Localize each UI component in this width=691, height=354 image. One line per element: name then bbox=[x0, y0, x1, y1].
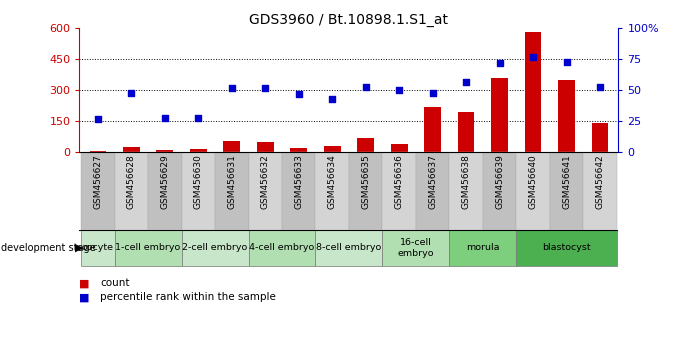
Point bbox=[193, 115, 204, 120]
Bar bbox=[257, 142, 274, 152]
Bar bbox=[558, 80, 575, 152]
Bar bbox=[249, 230, 316, 266]
Point bbox=[594, 84, 605, 90]
Bar bbox=[391, 144, 408, 152]
Text: 2-cell embryo: 2-cell embryo bbox=[182, 243, 247, 252]
Text: development stage: development stage bbox=[1, 243, 96, 253]
Point bbox=[561, 59, 572, 65]
Text: GSM456629: GSM456629 bbox=[160, 155, 169, 209]
Title: GDS3960 / Bt.10898.1.S1_at: GDS3960 / Bt.10898.1.S1_at bbox=[249, 13, 448, 27]
Point bbox=[126, 90, 137, 96]
Bar bbox=[449, 152, 483, 230]
Point bbox=[427, 90, 438, 96]
Text: 1-cell embryo: 1-cell embryo bbox=[115, 243, 181, 252]
Text: GSM456628: GSM456628 bbox=[127, 155, 136, 209]
Bar bbox=[457, 112, 475, 152]
Point bbox=[394, 87, 405, 93]
Bar bbox=[524, 33, 542, 152]
Bar bbox=[115, 230, 182, 266]
Bar bbox=[249, 152, 282, 230]
Text: 8-cell embryo: 8-cell embryo bbox=[316, 243, 381, 252]
Bar bbox=[148, 152, 182, 230]
Text: GSM456636: GSM456636 bbox=[395, 155, 404, 210]
Text: GSM456633: GSM456633 bbox=[294, 155, 303, 210]
Text: 4-cell embryo: 4-cell embryo bbox=[249, 243, 314, 252]
Bar bbox=[491, 78, 508, 152]
Text: blastocyst: blastocyst bbox=[542, 243, 591, 252]
Text: GSM456630: GSM456630 bbox=[193, 155, 202, 210]
Bar bbox=[182, 152, 215, 230]
Bar bbox=[324, 146, 341, 152]
Bar bbox=[316, 230, 382, 266]
Text: GSM456642: GSM456642 bbox=[596, 155, 605, 209]
Point bbox=[93, 116, 104, 122]
Bar bbox=[81, 152, 115, 230]
Text: ■: ■ bbox=[79, 292, 90, 302]
Text: GSM456635: GSM456635 bbox=[361, 155, 370, 210]
Bar bbox=[357, 138, 374, 152]
Point bbox=[527, 54, 538, 59]
Point bbox=[260, 85, 271, 91]
Point bbox=[293, 91, 304, 97]
Text: ■: ■ bbox=[79, 278, 90, 288]
Bar bbox=[290, 148, 307, 152]
Bar bbox=[190, 149, 207, 152]
Bar bbox=[550, 152, 583, 230]
Text: GSM456639: GSM456639 bbox=[495, 155, 504, 210]
Point bbox=[327, 96, 338, 102]
Text: GSM456634: GSM456634 bbox=[328, 155, 337, 209]
Bar bbox=[591, 123, 608, 152]
Bar bbox=[483, 152, 516, 230]
Text: GSM456627: GSM456627 bbox=[93, 155, 102, 209]
Bar bbox=[349, 152, 382, 230]
Text: percentile rank within the sample: percentile rank within the sample bbox=[100, 292, 276, 302]
Bar bbox=[115, 152, 148, 230]
Point bbox=[461, 79, 472, 85]
Text: GSM456637: GSM456637 bbox=[428, 155, 437, 210]
Bar bbox=[282, 152, 316, 230]
Bar bbox=[182, 230, 249, 266]
Text: morula: morula bbox=[466, 243, 500, 252]
Point bbox=[360, 84, 371, 90]
Bar bbox=[449, 230, 516, 266]
Bar bbox=[516, 230, 617, 266]
Text: GSM456638: GSM456638 bbox=[462, 155, 471, 210]
Bar bbox=[516, 152, 550, 230]
Text: GSM456641: GSM456641 bbox=[562, 155, 571, 209]
Point bbox=[494, 60, 505, 66]
Text: 16-cell
embryo: 16-cell embryo bbox=[397, 238, 434, 257]
Text: ▶: ▶ bbox=[75, 243, 83, 253]
Text: GSM456640: GSM456640 bbox=[529, 155, 538, 209]
Bar bbox=[81, 230, 115, 266]
Bar bbox=[156, 150, 173, 152]
Text: oocyte: oocyte bbox=[82, 243, 114, 252]
Bar bbox=[382, 152, 416, 230]
Bar bbox=[424, 107, 441, 152]
Text: count: count bbox=[100, 278, 130, 288]
Bar bbox=[382, 230, 449, 266]
Text: GSM456631: GSM456631 bbox=[227, 155, 236, 210]
Bar bbox=[215, 152, 249, 230]
Bar bbox=[416, 152, 449, 230]
Bar bbox=[583, 152, 617, 230]
Point bbox=[160, 115, 171, 120]
Text: GSM456632: GSM456632 bbox=[261, 155, 269, 209]
Bar bbox=[123, 147, 140, 152]
Bar bbox=[223, 141, 240, 152]
Point bbox=[226, 85, 237, 91]
Bar bbox=[316, 152, 349, 230]
Bar bbox=[90, 150, 106, 152]
